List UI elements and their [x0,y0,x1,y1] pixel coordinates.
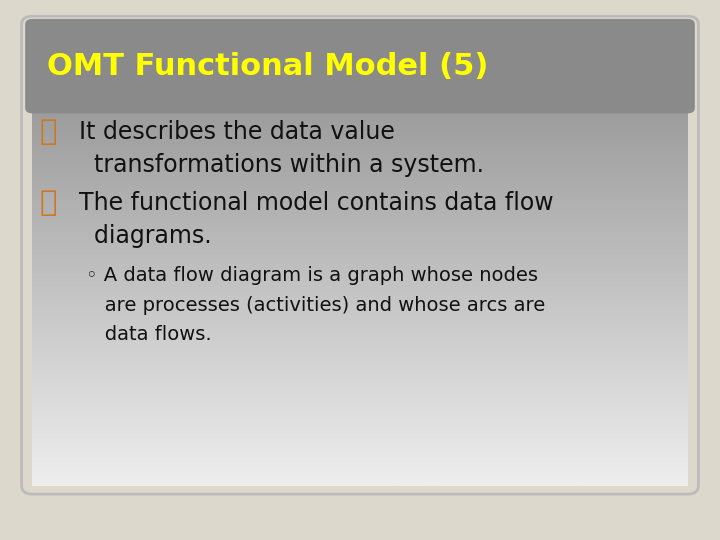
Text: It describes the data value: It describes the data value [79,120,395,144]
Text: transformations within a system.: transformations within a system. [79,153,484,177]
Text: data flows.: data flows. [86,325,212,345]
Text: OMT Functional Model (5): OMT Functional Model (5) [47,52,488,80]
Text: ◦ A data flow diagram is a graph whose nodes: ◦ A data flow diagram is a graph whose n… [86,266,539,285]
Text: The functional model contains data flow: The functional model contains data flow [79,191,554,214]
FancyBboxPatch shape [25,19,695,113]
Text: diagrams.: diagrams. [79,224,212,248]
Text: ௸: ௸ [40,118,57,146]
Text: are processes (activities) and whose arcs are: are processes (activities) and whose arc… [86,295,546,315]
Text: ௸: ௸ [40,188,57,217]
